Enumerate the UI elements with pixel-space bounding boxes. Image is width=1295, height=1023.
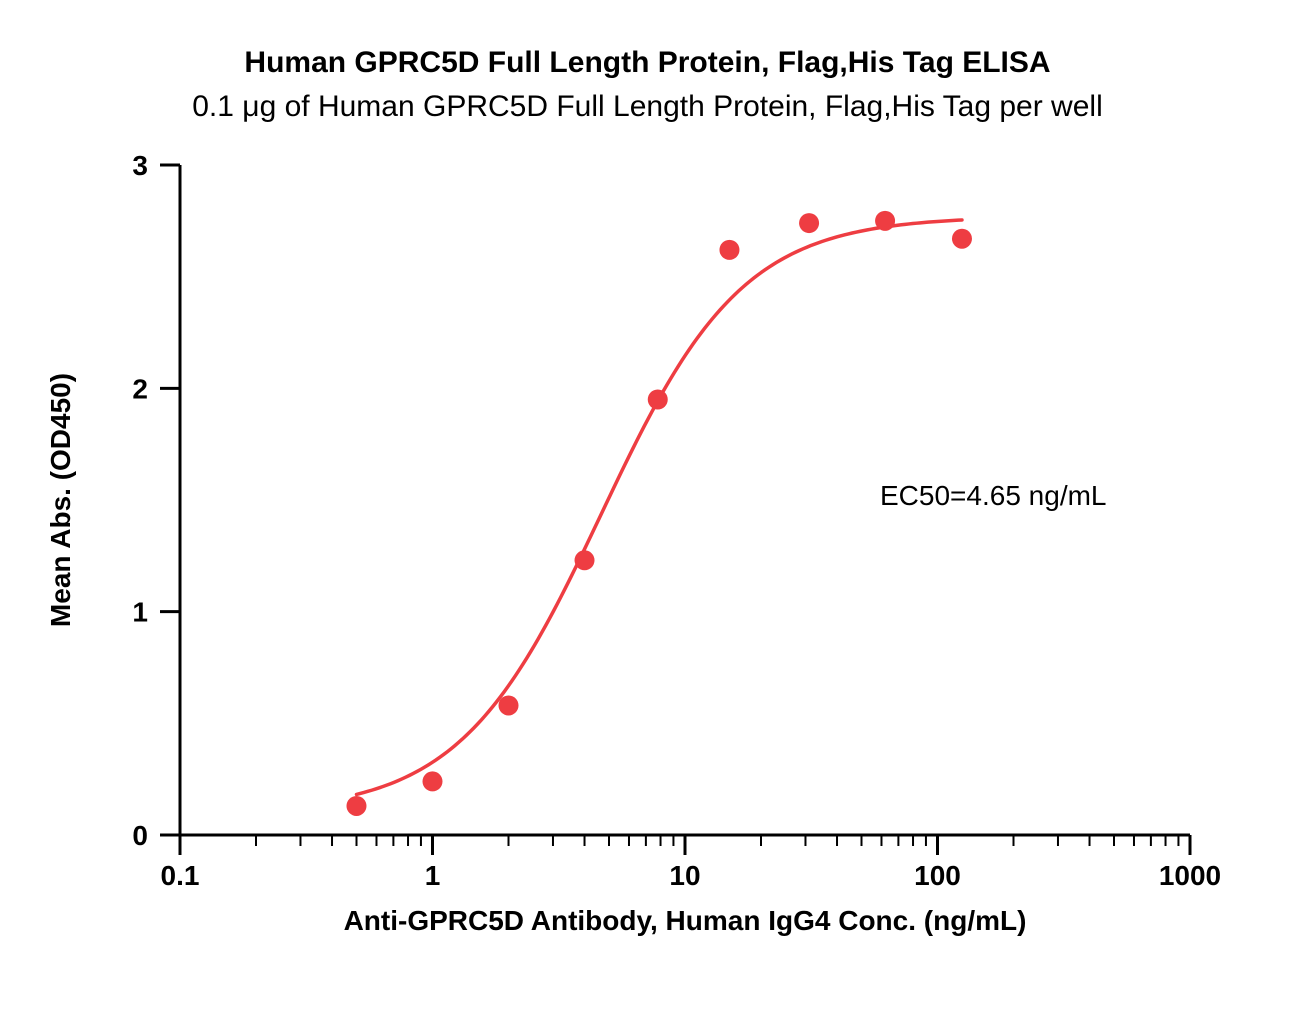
data-point [952, 229, 972, 249]
data-point [575, 550, 595, 570]
data-point [875, 211, 895, 231]
y-tick-label: 3 [132, 150, 148, 181]
x-axis-label: Anti-GPRC5D Antibody, Human IgG4 Conc. (… [344, 905, 1027, 936]
ec50-annotation: EC50=4.65 ng/mL [880, 480, 1107, 512]
x-tick-label: 10 [669, 860, 700, 891]
x-tick-label: 0.1 [161, 860, 200, 891]
x-tick-label: 1 [425, 860, 441, 891]
x-tick-label: 1000 [1159, 860, 1221, 891]
data-point [719, 240, 739, 260]
x-tick-label: 100 [914, 860, 961, 891]
y-axis-label: Mean Abs. (OD450) [45, 373, 76, 627]
y-tick-label: 1 [132, 597, 148, 628]
data-point [648, 390, 668, 410]
data-point [799, 213, 819, 233]
y-tick-label: 2 [132, 373, 148, 404]
data-point [499, 695, 519, 715]
data-point [423, 771, 443, 791]
y-tick-label: 0 [132, 820, 148, 851]
chart-canvas: { "chart": { "type": "scatter-with-fit",… [0, 0, 1295, 1023]
data-point [346, 796, 366, 816]
fit-curve [356, 220, 961, 794]
